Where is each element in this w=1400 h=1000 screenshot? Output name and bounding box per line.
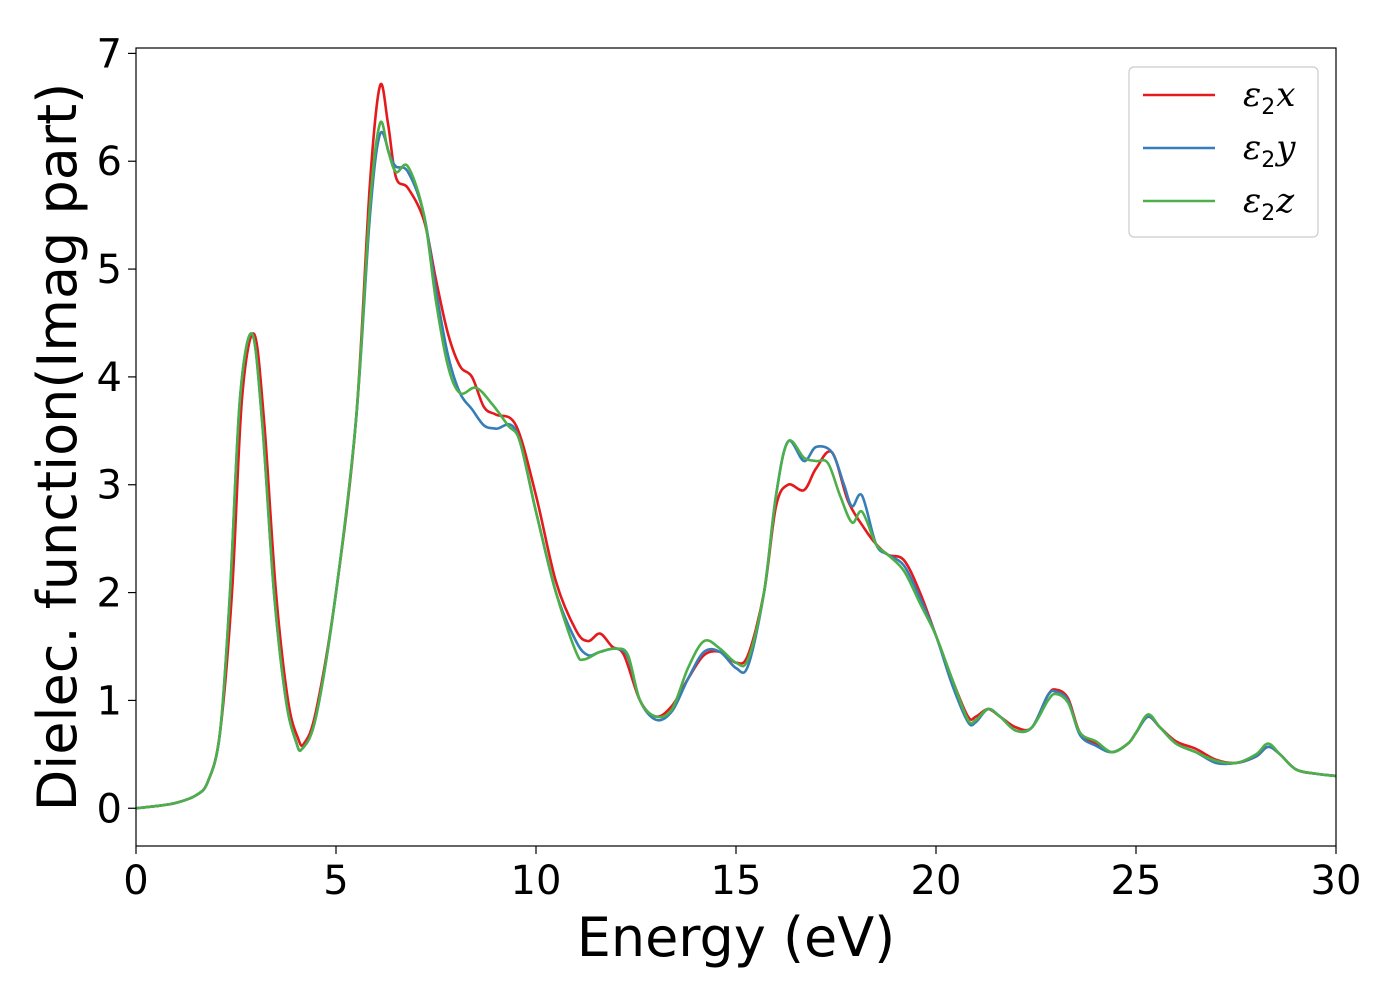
legend-epsilon: ε [1243, 181, 1261, 221]
y-axis-title: Dielec. function(Imag part) [26, 83, 89, 812]
y-tick-label: 0 [97, 786, 122, 832]
x-tick-label: 0 [123, 858, 148, 904]
x-tick-label: 15 [711, 858, 762, 904]
x-tick-label: 5 [323, 858, 348, 904]
y-tick-label: 1 [97, 678, 122, 724]
series-line-z [136, 120, 1336, 810]
legend-subscript: 2 [1261, 148, 1275, 173]
series-layer [136, 82, 1336, 810]
y-tick-label: 3 [97, 463, 122, 509]
legend-epsilon: ε [1243, 75, 1261, 115]
y-tick-label: 6 [97, 139, 122, 185]
x-tick-label: 10 [511, 858, 562, 904]
legend-label-x: ε2x [1243, 75, 1295, 120]
y-tick-label: 4 [97, 355, 122, 401]
legend-epsilon: ε [1243, 128, 1261, 168]
y-tick-label: 7 [97, 31, 122, 77]
y-tick-label: 5 [97, 247, 122, 293]
x-tick-label: 20 [911, 858, 962, 904]
x-tick-label: 30 [1311, 858, 1362, 904]
x-axis-title: Energy (eV) [577, 906, 896, 969]
y-axis: 0 1 2 3 4 5 6 7 [97, 31, 136, 832]
x-axis: 0 5 10 15 20 25 30 [123, 846, 1361, 904]
x-tick-label: 25 [1111, 858, 1162, 904]
y-tick-label: 2 [97, 571, 122, 617]
legend-component: y [1274, 128, 1296, 168]
legend-box [1128, 66, 1319, 238]
legend-label-y: ε2y [1243, 128, 1296, 173]
legend-label-z: ε2z [1243, 181, 1295, 226]
legend-subscript: 2 [1261, 201, 1275, 226]
legend-component: x [1276, 75, 1295, 115]
legend-component: z [1275, 181, 1295, 221]
legend-subscript: 2 [1261, 95, 1275, 120]
